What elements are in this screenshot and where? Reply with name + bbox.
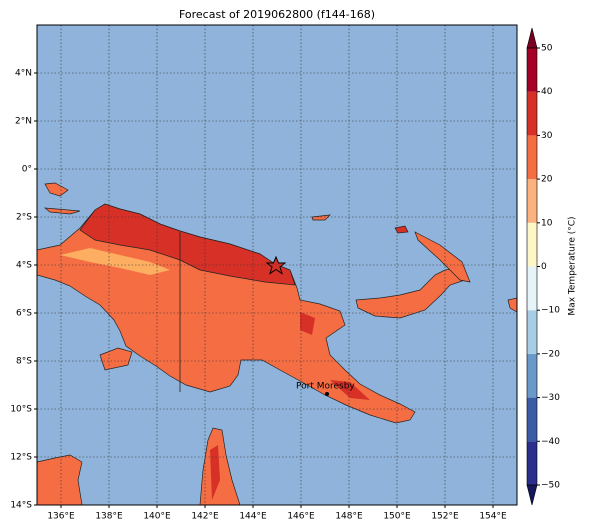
colorbar-band xyxy=(527,91,537,136)
colorbar-label: Max Temperature (°C) xyxy=(568,216,578,315)
colorbar-tick-label: −10 xyxy=(541,306,560,316)
colorbar-band xyxy=(527,397,537,442)
colorbar-band xyxy=(527,48,537,92)
x-tick-label: 138°E xyxy=(95,512,123,522)
colorbar-tick-label: 40 xyxy=(541,87,553,97)
colorbar-band xyxy=(527,266,537,311)
title: Forecast of 2019062800 (f144-168) xyxy=(179,8,375,21)
colorbar-tick-label: 50 xyxy=(541,44,553,54)
y-tick-label: 2°N xyxy=(15,117,32,127)
colorbar-band xyxy=(527,441,537,485)
colorbar-tick-label: −30 xyxy=(541,393,560,403)
grid xyxy=(37,25,517,506)
map: Port Moresby xyxy=(36,24,518,506)
colorbar-band xyxy=(527,135,537,180)
y-tick-label: 12°S xyxy=(10,453,32,463)
colorbar-tick-label: 0 xyxy=(541,262,547,272)
y-tick-label: 6°S xyxy=(16,309,32,319)
colorbar-band xyxy=(527,179,537,223)
y-tick-label: 10°S xyxy=(10,405,32,415)
x-tick-label: 140°E xyxy=(143,512,171,522)
x-tick-label: 142°E xyxy=(191,512,219,522)
city-label: Port Moresby xyxy=(296,382,355,392)
colorbar-tick-label: 10 xyxy=(541,218,553,228)
colorbar-under xyxy=(526,484,538,506)
colorbar-band xyxy=(527,310,537,354)
y-tick-label: 4°N xyxy=(15,69,32,79)
colorbar-tick-label: −20 xyxy=(541,349,560,359)
x-tick-label: 148°E xyxy=(335,512,363,522)
x-tick-label: 136°E xyxy=(47,512,75,522)
colorbar-band xyxy=(527,353,537,398)
colorbar-tick-label: 30 xyxy=(541,131,553,141)
y-tick-label: 2°S xyxy=(16,213,32,223)
x-tick-label: 154°E xyxy=(479,512,507,522)
x-tick-label: 152°E xyxy=(431,512,459,522)
city-dot xyxy=(325,392,329,396)
x-tick-label: 144°E xyxy=(239,512,267,522)
land xyxy=(36,182,518,506)
colorbar-tick-label: 20 xyxy=(541,175,553,185)
y-tick-label: 4°S xyxy=(16,261,32,271)
colorbar-band xyxy=(527,222,537,267)
colorbar-tick-label: −50 xyxy=(541,481,560,491)
y-tick-label: 0° xyxy=(22,165,32,175)
colorbar: −50 −40 −30 −20 −10 0 10 20 30 40 50 xyxy=(526,27,560,506)
y-tick-label: 14°S xyxy=(10,501,32,511)
x-tick-label: 146°E xyxy=(287,512,315,522)
colorbar-over xyxy=(526,27,538,49)
y-tick-label: 8°S xyxy=(16,357,32,367)
colorbar-tick-label: −40 xyxy=(541,437,560,447)
x-tick-label: 150°E xyxy=(383,512,411,522)
